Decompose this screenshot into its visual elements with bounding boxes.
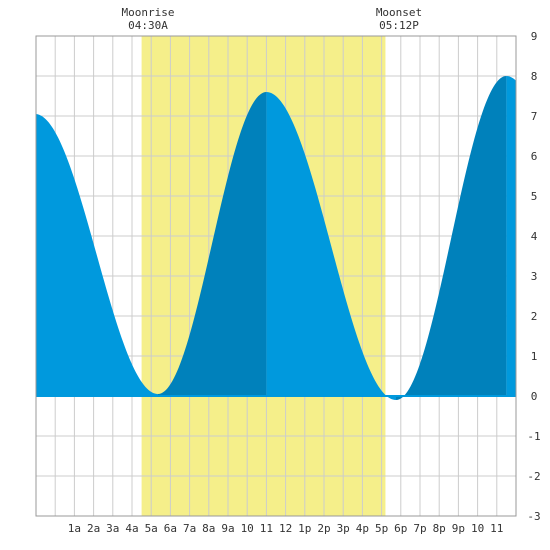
moonrise-label: Moonrise <box>122 6 175 19</box>
x-tick-label: 9p <box>452 522 465 535</box>
y-tick-label: 0 <box>531 390 538 403</box>
x-tick-label: 9a <box>221 522 234 535</box>
y-tick-label: 6 <box>531 150 538 163</box>
y-tick-label: 9 <box>531 30 538 43</box>
tide-area-rising <box>157 92 267 396</box>
x-tick-label: 8a <box>202 522 215 535</box>
tide-area <box>36 76 516 400</box>
x-tick-label: 2p <box>317 522 330 535</box>
moonset-time: 05:12P <box>379 19 419 32</box>
x-tick-label: 1p <box>298 522 311 535</box>
y-tick-label: 2 <box>531 310 538 323</box>
x-tick-label: 4p <box>356 522 369 535</box>
x-tick-label: 11 <box>260 522 273 535</box>
x-tick-label: 1a <box>68 522 81 535</box>
x-tick-label: 11 <box>490 522 503 535</box>
plot-border <box>35 35 517 517</box>
y-tick-label: 3 <box>531 270 538 283</box>
moonrise-annotation: Moonrise 04:30A <box>122 6 175 32</box>
x-tick-label: 5a <box>145 522 158 535</box>
x-tick-label: 6a <box>164 522 177 535</box>
tide-area-falling <box>266 92 396 400</box>
moonset-annotation: Moonset 05:12P <box>376 6 422 32</box>
moonset-label: Moonset <box>376 6 422 19</box>
y-tick-label: 7 <box>531 110 538 123</box>
x-axis-ticks: 1a 2a 3a 4a 5a 6a 7a 8a 9a 10 11 12 1p 2p 3p 4p 5p 6p 7p 8p… <box>68 522 504 535</box>
y-axis-ticks: -3 -2 -1 0 1 2 3 4 5 6 7 8 9 <box>527 30 540 523</box>
tide-area-falling <box>36 114 158 396</box>
x-tick-label: 2a <box>87 522 100 535</box>
tide-area-rising <box>396 76 507 400</box>
x-tick-label: 4a <box>125 522 138 535</box>
y-tick-label: -1 <box>527 430 540 443</box>
x-tick-label: 10 <box>241 522 254 535</box>
x-tick-label: 10 <box>471 522 484 535</box>
moonrise-time: 04:30A <box>128 19 168 32</box>
y-tick-label: 8 <box>531 70 538 83</box>
x-tick-label: 8p <box>433 522 446 535</box>
y-tick-label: 5 <box>531 190 538 203</box>
x-tick-label: 3p <box>337 522 350 535</box>
x-tick-label: 6p <box>394 522 407 535</box>
y-tick-label: 4 <box>531 230 538 243</box>
tide-area-falling <box>506 76 516 396</box>
y-tick-label: -3 <box>527 510 540 523</box>
y-tick-label: -2 <box>527 470 540 483</box>
x-tick-label: 3a <box>106 522 119 535</box>
x-tick-label: 12 <box>279 522 292 535</box>
y-tick-label: 1 <box>531 350 538 363</box>
x-tick-label: 7p <box>413 522 426 535</box>
x-tick-label: 7a <box>183 522 196 535</box>
x-tick-label: 5p <box>375 522 388 535</box>
